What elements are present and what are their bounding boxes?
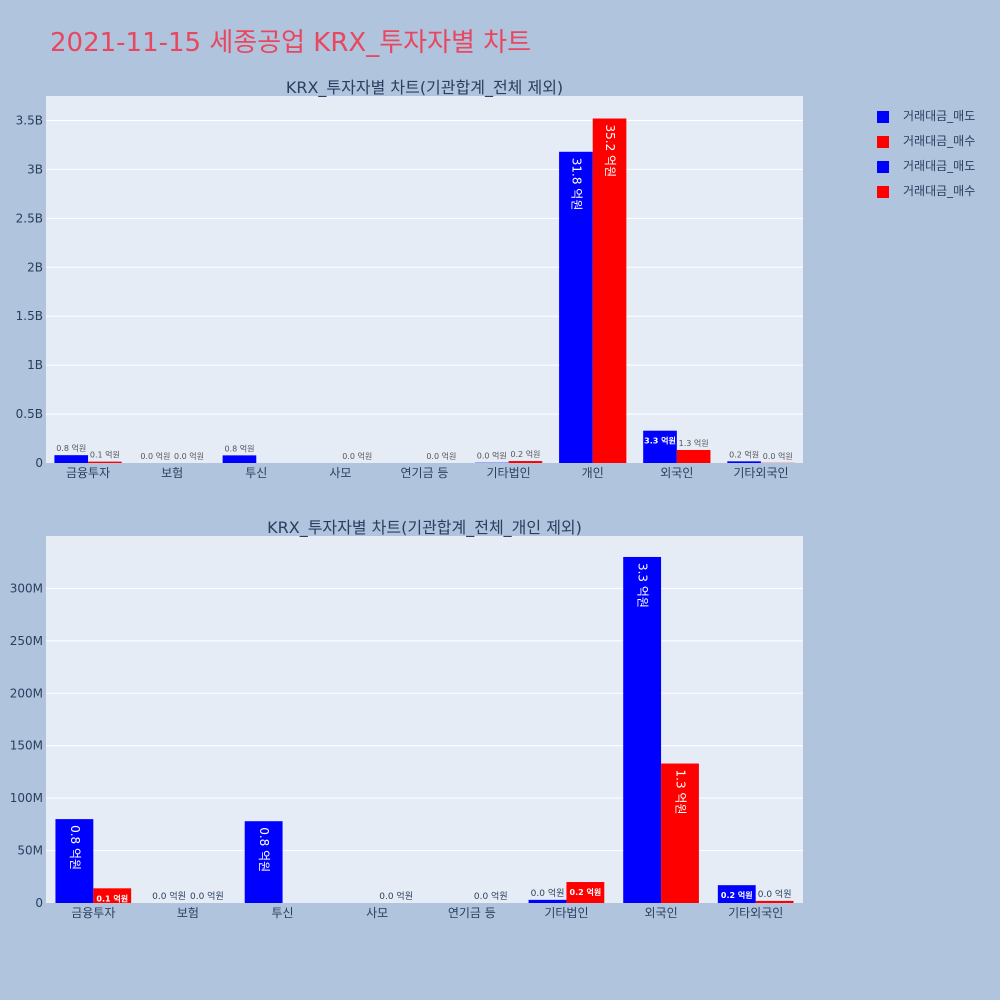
page-title: 2021-11-15 세종공업 KRX_투자자별 차트 <box>50 28 532 58</box>
x-tick-label: 연기금 등 <box>401 466 449 480</box>
x-tick-label: 사모 <box>329 466 351 480</box>
legend-swatch-red <box>877 135 889 148</box>
data-label: 0.0 억원 <box>174 451 204 461</box>
data-label: 0.0 억원 <box>477 451 507 461</box>
x-tick-label: 투신 <box>272 906 294 920</box>
bar-buy <box>592 118 627 463</box>
legend[interactable]: 거래대금_매도 거래대금_매수 거래대금_매도 거래대금_매수 <box>872 104 975 204</box>
legend-item-sell-2[interactable]: 거래대금_매도 <box>872 154 975 179</box>
y-tick-label: 50M <box>17 844 43 858</box>
x-tick-label: 개인 <box>582 466 604 480</box>
bar-buy <box>93 888 132 903</box>
bar-buy <box>755 900 794 903</box>
x-tick-label: 투신 <box>245 466 267 480</box>
data-label: 0.2 억원 <box>721 890 753 900</box>
y-tick-label: 1B <box>27 358 43 372</box>
y-tick-label: 200M <box>10 686 43 700</box>
data-label: 0.2 억원 <box>570 887 602 897</box>
bar-buy <box>508 461 543 463</box>
legend-label: 거래대금_매수 <box>903 184 976 198</box>
data-label: 0.0 억원 <box>758 888 792 900</box>
chart-1: 0 0.5B 1B 1.5B 2B 2.5B 3B 3.5B KRX_투자자별 차트(기관합계_… <box>16 78 803 480</box>
data-label: 1.3 억원 <box>673 770 687 815</box>
bar-buy <box>566 882 605 903</box>
bar-sell <box>54 455 89 463</box>
bar-sell <box>717 885 756 903</box>
data-label: 1.3 억원 <box>679 438 709 448</box>
data-label: 31.8 억원 <box>569 158 583 211</box>
legend-item-sell-1[interactable]: 거래대금_매도 <box>872 104 975 129</box>
bar-sell <box>55 819 94 903</box>
data-label: 0.0 억원 <box>342 451 372 461</box>
y-tick-label: 2.5B <box>16 211 43 225</box>
legend-swatch-red <box>877 185 889 198</box>
data-label: 0.0 억원 <box>763 451 793 461</box>
data-label: 0.1 억원 <box>90 450 120 460</box>
bar-sell <box>623 556 662 903</box>
legend-label: 거래대금_매수 <box>903 134 976 148</box>
y-tick-label: 3B <box>27 162 43 176</box>
data-label: 0.8 억원 <box>257 827 271 872</box>
x-tick-label: 기타외국인 <box>733 466 788 480</box>
data-label: 0.8 억원 <box>68 825 82 870</box>
data-label: 0.8 억원 <box>56 443 86 453</box>
legend-item-buy-2[interactable]: 거래대금_매수 <box>872 179 975 204</box>
bar-sell <box>244 821 283 903</box>
data-label: 0.0 억원 <box>140 451 170 461</box>
x-tick-label: 금융투자 <box>71 906 115 920</box>
data-label: 3.3 억원 <box>636 563 650 608</box>
x-tick-label: 보험 <box>161 466 183 480</box>
x-tick-label: 보험 <box>177 906 199 920</box>
y-tick-label: 0 <box>35 896 43 910</box>
legend-item-buy-1[interactable]: 거래대금_매수 <box>872 129 975 154</box>
data-label: 0.0 억원 <box>426 451 456 461</box>
bar-sell <box>727 461 761 463</box>
x-tick-label: 기타법인 <box>544 906 588 920</box>
data-label: 0.1 억원 <box>96 893 128 903</box>
y-tick-label: 250M <box>10 634 43 648</box>
data-label: 0.8 억원 <box>224 443 254 453</box>
data-label: 0.0 억원 <box>474 890 508 902</box>
legend-swatch-blue <box>877 110 889 123</box>
data-label: 0.0 억원 <box>379 890 413 902</box>
x-tick-label: 기타외국인 <box>728 906 783 920</box>
x-tick-label: 연기금 등 <box>448 906 496 920</box>
bar-sell <box>643 430 677 463</box>
x-tick-label: 금융투자 <box>66 466 110 480</box>
x-tick-label: 사모 <box>366 906 388 920</box>
chart-title: KRX_투자자별 차트(기관합계_전체 제외) <box>286 78 563 98</box>
y-tick-label: 2B <box>27 260 43 274</box>
chart-title: KRX_투자자별 차트(기관합계_전체_개인 제외) <box>267 518 582 538</box>
chart-2: 0 50M 100M 150M 200M 250M 300M KRX_투자자별 차트(기관합계… <box>10 518 803 920</box>
y-tick-label: 0.5B <box>16 407 43 421</box>
plot-area <box>46 96 803 463</box>
x-tick-label: 외국인 <box>645 906 678 920</box>
legend-label: 거래대금_매도 <box>903 159 976 173</box>
y-tick-label: 0 <box>35 456 43 470</box>
bar-sell <box>559 151 593 463</box>
y-tick-label: 1.5B <box>16 309 43 323</box>
data-label: 0.0 억원 <box>152 890 186 902</box>
legend-label: 거래대금_매도 <box>903 109 976 123</box>
y-tick-label: 3.5B <box>16 113 43 127</box>
bar-sell <box>222 455 257 463</box>
bar-sell <box>528 899 567 903</box>
data-label: 0.2 억원 <box>729 449 759 459</box>
x-tick-label: 기타법인 <box>487 466 531 480</box>
bar-buy <box>661 763 699 903</box>
data-label: 3.3 억원 <box>644 436 676 446</box>
data-label: 35.2 억원 <box>603 125 617 178</box>
x-tick-label: 외국인 <box>660 466 693 480</box>
bar-buy <box>676 449 711 463</box>
data-label: 0.0 억원 <box>190 890 224 902</box>
y-tick-label: 150M <box>10 739 43 753</box>
y-tick-label: 300M <box>10 581 43 595</box>
y-tick-label: 100M <box>10 791 43 805</box>
data-label: 0.0 억원 <box>531 887 565 899</box>
data-label: 0.2 억원 <box>510 449 540 459</box>
legend-swatch-blue <box>877 160 889 173</box>
bar-buy <box>88 461 122 463</box>
